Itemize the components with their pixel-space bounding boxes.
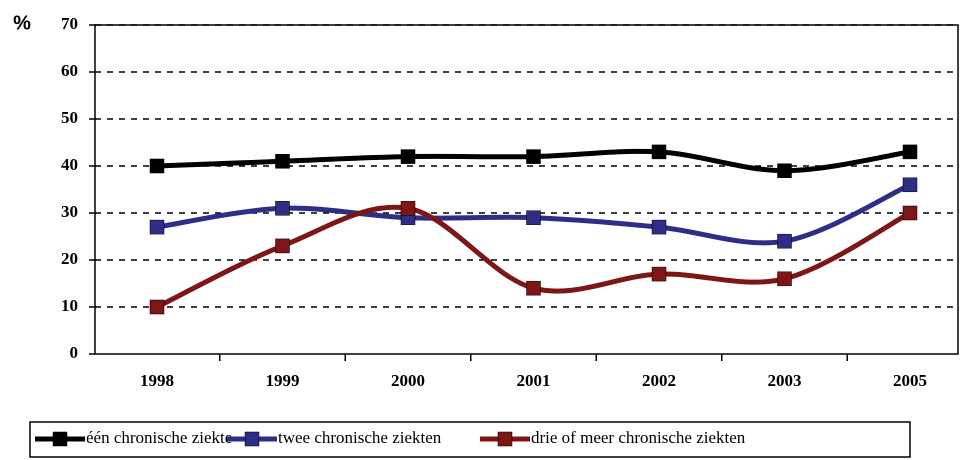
- y-tick-label: 10: [61, 296, 78, 315]
- x-tick-label: 2005: [893, 371, 927, 390]
- point-marker: [149, 299, 165, 315]
- x-tick-label: 2001: [517, 371, 551, 390]
- y-axis-label: %: [13, 12, 31, 34]
- point-marker: [275, 154, 290, 169]
- point-marker: [275, 201, 290, 216]
- point-marker: [526, 280, 541, 296]
- point-marker: [902, 205, 918, 221]
- y-tick-label: 60: [61, 61, 78, 80]
- y-tick-label: 50: [61, 108, 78, 127]
- point-marker: [902, 144, 918, 160]
- point-marker: [400, 149, 416, 164]
- x-tick-label: 2002: [642, 371, 676, 390]
- point-marker: [275, 238, 290, 254]
- point-marker: [400, 201, 416, 216]
- y-tick-label: 40: [61, 155, 78, 174]
- legend-marker: [52, 431, 68, 447]
- point-marker: [526, 149, 541, 164]
- plot-area: [94, 24, 959, 355]
- point-marker: [777, 271, 792, 287]
- y-tick-label: 20: [61, 249, 78, 268]
- x-tick-label: 1998: [140, 371, 174, 390]
- point-marker: [777, 163, 792, 178]
- point-marker: [651, 266, 667, 282]
- legend-marker: [244, 431, 260, 447]
- point-marker: [777, 233, 792, 249]
- point-marker: [651, 144, 667, 160]
- legend-box: [29, 421, 911, 458]
- point-marker: [149, 158, 165, 174]
- legend-label: één chronische ziekte: [86, 428, 232, 447]
- point-marker: [526, 210, 541, 225]
- point-marker: [149, 219, 165, 235]
- x-tick-label: 2000: [391, 371, 425, 390]
- x-tick-label: 1999: [266, 371, 300, 390]
- legend-label: twee chronische ziekten: [278, 428, 442, 447]
- y-tick-label: 30: [61, 202, 78, 221]
- point-marker: [902, 177, 918, 193]
- legend-marker: [497, 431, 513, 447]
- x-tick-label: 2003: [768, 371, 802, 390]
- y-tick-label: 70: [61, 14, 78, 33]
- point-marker: [651, 219, 667, 235]
- legend-label: drie of meer chronische ziekten: [531, 428, 746, 447]
- y-tick-label: 0: [70, 343, 79, 362]
